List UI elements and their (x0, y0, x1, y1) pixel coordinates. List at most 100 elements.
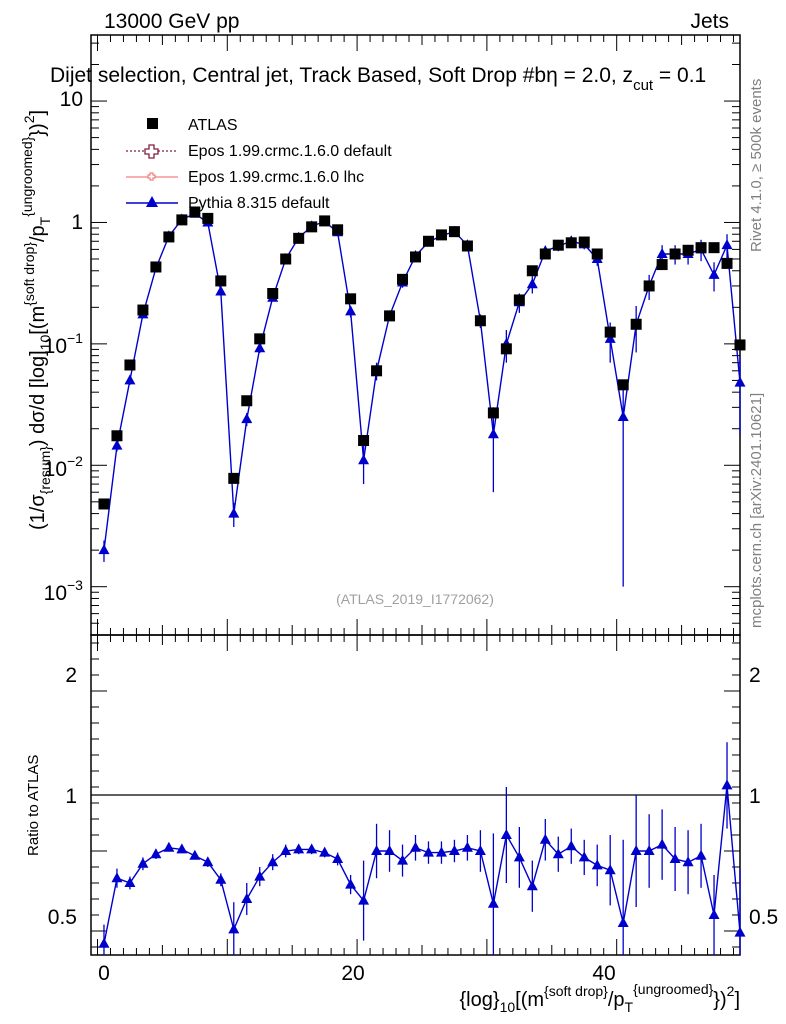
atlas-point (163, 231, 175, 243)
atlas-point (461, 240, 473, 252)
atlas-point (708, 242, 720, 254)
pythia-ratio-point (578, 851, 590, 862)
legend-epos-default-marker (144, 144, 159, 159)
atlas-point (435, 229, 447, 241)
y-tick-0.001: 10 (44, 582, 67, 605)
atlas-point (254, 333, 266, 345)
atlas-point (397, 273, 409, 285)
pythia-point (708, 268, 720, 279)
atlas-point (422, 235, 434, 247)
pythia-ratio-point (474, 845, 486, 855)
legend-epos-lhc-marker (147, 172, 156, 181)
atlas-point (228, 472, 240, 484)
y-tick-0.1: 10 (44, 335, 67, 358)
rivet-label: Rivet 4.1.0, ≥ 500k events (748, 79, 765, 252)
atlas-point (617, 379, 629, 391)
pythia-line (103, 212, 741, 551)
atlas-point (410, 251, 421, 263)
ratio-tick-2-right: 2 (749, 664, 761, 687)
pythia-point (228, 507, 240, 518)
pythia-ratio-point (176, 843, 188, 854)
atlas-point (267, 287, 279, 299)
x-axis-ticks (96, 35, 735, 955)
pythia-ratio-point (293, 843, 305, 854)
pythia-ratio-point (124, 877, 136, 887)
pythia-ratio-point (137, 857, 149, 868)
atlas-point (643, 280, 655, 292)
pythia-point (487, 428, 499, 439)
pythia-point (656, 247, 668, 258)
atlas-point (293, 232, 305, 244)
x-tick-20: 20 (341, 962, 364, 985)
atlas-point (150, 261, 162, 273)
pythia-point (345, 305, 357, 316)
y-tick-0.01: 10 (44, 458, 67, 481)
y-tick-1: 1 (71, 211, 83, 234)
main-y-tick-labels: 10 1 10 −1 10 −2 10 −3 (44, 88, 84, 605)
atlas-point (682, 244, 694, 256)
pythia-ratio-point (241, 893, 253, 903)
pythia-ratio-point (306, 843, 318, 854)
pythia-ratio-point (371, 845, 383, 855)
pythia-ratio-point (604, 864, 616, 875)
pythia-ratio-point (332, 853, 344, 863)
pythia-ratio-point (189, 849, 201, 860)
mcplots-label: mcplots.cern.ch [arXiv:2401.10621] (748, 393, 765, 628)
atlas-point (539, 248, 551, 260)
pythia-ratio-point (228, 923, 240, 934)
pythia-ratio-point (461, 841, 473, 852)
atlas-point (591, 248, 603, 260)
pythia-ratio-point (513, 851, 525, 862)
x-tick-40: 40 (592, 962, 615, 985)
atlas-point (669, 248, 681, 260)
atlas-point (306, 221, 318, 233)
ratio-tick-0.5-right: 0.5 (749, 906, 778, 929)
atlas-point (526, 265, 538, 277)
atlas-point (604, 326, 616, 338)
y-tick-10: 10 (60, 88, 83, 111)
atlas-point (721, 257, 733, 269)
pythia-ratio-point (695, 849, 707, 860)
atlas-point (565, 237, 577, 249)
pythia-ratio-point (254, 870, 266, 881)
atlas-point (656, 259, 668, 271)
legend-pythia-marker (146, 196, 158, 207)
pythia-ratio-point (358, 894, 370, 905)
pythia-ratio-point (591, 859, 603, 870)
y-tick-0.1-exp: −1 (67, 330, 83, 346)
pythia-point (358, 454, 370, 465)
atlas-point (345, 293, 357, 305)
pythia-ratio-point (150, 848, 162, 859)
pythia-ratio-point (435, 846, 447, 857)
pythia-ratio-point (539, 833, 551, 844)
pythia-point (617, 410, 629, 421)
pythia-ratio-point (319, 846, 331, 857)
main-axis-ticks (91, 42, 740, 636)
legend-pythia-label: Pythia 8.315 default (188, 195, 330, 212)
atlas-point (176, 214, 188, 226)
pythia-ratio-point (656, 838, 668, 849)
main-plot-data (98, 206, 746, 587)
ratio-y-tick-labels: 2 1 0.5 2 1 0.5 (48, 664, 778, 929)
atlas-point (215, 275, 227, 287)
pythia-point (215, 285, 227, 296)
atlas-point (371, 365, 383, 377)
pythia-ratio-point (111, 872, 123, 883)
x-tick-labels: 0 20 40 (98, 962, 616, 985)
pythia-point (721, 239, 733, 250)
atlas-point (202, 212, 214, 224)
pythia-ratio-point (215, 873, 227, 884)
pythia-ratio-point (721, 779, 733, 790)
pythia-ratio-point (565, 840, 577, 851)
pythia-point (241, 413, 253, 424)
atlas-point (734, 339, 746, 351)
pythia-ratio-point (448, 845, 460, 855)
atlas-point (384, 310, 396, 322)
atlas-point (241, 395, 253, 407)
pythia-ratio-point (280, 845, 292, 855)
y-tick-0.01-exp: −2 (67, 453, 83, 469)
atlas-point (552, 239, 564, 251)
atlas-point (98, 498, 110, 510)
pythia-ratio-point (384, 845, 396, 855)
